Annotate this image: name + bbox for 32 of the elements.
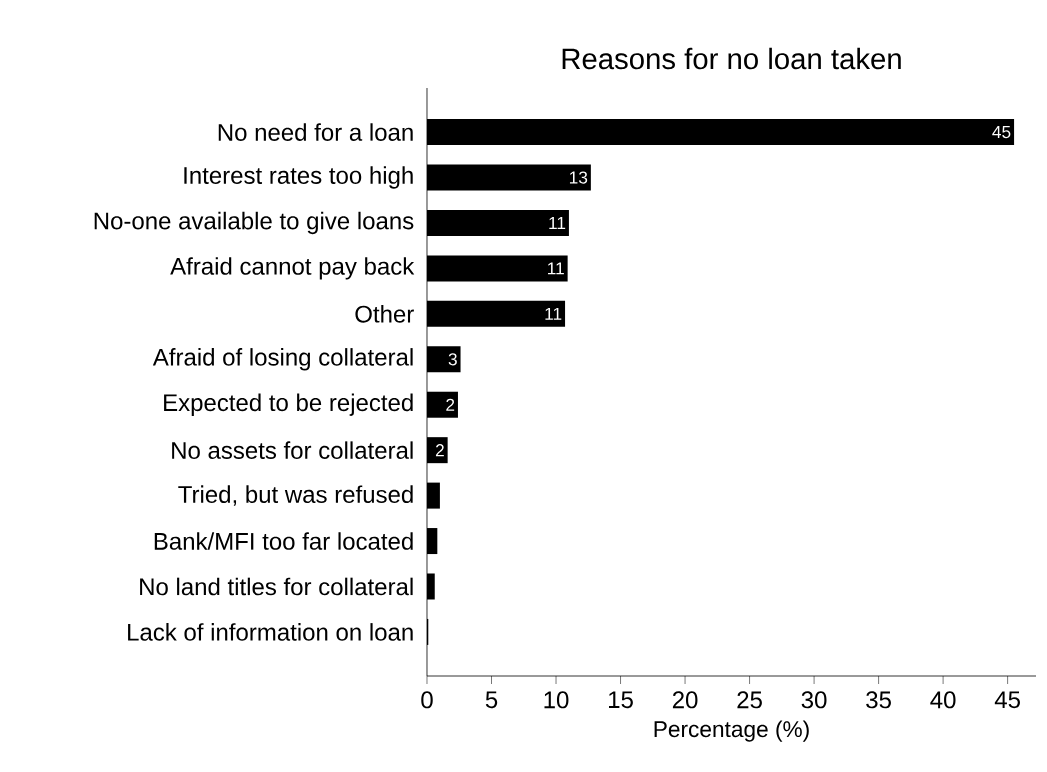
y-tick-label: Expected to be rejected <box>164 393 413 416</box>
x-tick-label: 10 <box>544 691 569 709</box>
data-label: 3 <box>448 353 457 366</box>
x-tick-label: 15 <box>609 691 633 709</box>
data-label: 11 <box>548 262 564 275</box>
y-tick-label: Afraid of losing collateral <box>152 348 413 371</box>
x-tick-label: 0 <box>421 691 433 709</box>
y-tick-label: Bank/MFI too far located <box>154 532 413 550</box>
y-tick-label: Tried, but was refused <box>178 485 413 506</box>
y-tick-label: No-one available to give loans <box>94 211 414 235</box>
data-label: 2 <box>446 398 455 411</box>
y-tick-label: Other <box>355 305 414 323</box>
data-label: 11 <box>549 217 566 229</box>
y-tick-label: Afraid cannot pay back <box>170 257 415 280</box>
x-axis-title: Percentage (%) <box>654 720 809 742</box>
x-tick-label: 35 <box>866 691 891 709</box>
y-tick-label: No land titles for collateral <box>140 577 413 596</box>
y-tick-label: No assets for collateral <box>172 441 413 459</box>
y-tick-label: Interest rates too high <box>184 166 413 189</box>
chart-title: Reasons for no loan taken <box>562 47 901 70</box>
y-tick-label: No need for a loan <box>218 123 413 141</box>
data-label: 13 <box>569 171 588 184</box>
x-tick-label: 45 <box>994 691 1020 709</box>
x-tick-label: 20 <box>672 691 698 709</box>
x-tick-label: 5 <box>485 691 498 709</box>
x-tick-label: 25 <box>737 691 762 709</box>
x-tick-label: 30 <box>801 691 827 709</box>
y-tick-label: Lack of information on loan <box>128 623 413 641</box>
data-label: 45 <box>992 126 1011 139</box>
data-label: 11 <box>545 307 562 320</box>
x-tick-label: 40 <box>930 691 956 709</box>
data-label: 2 <box>435 444 444 457</box>
